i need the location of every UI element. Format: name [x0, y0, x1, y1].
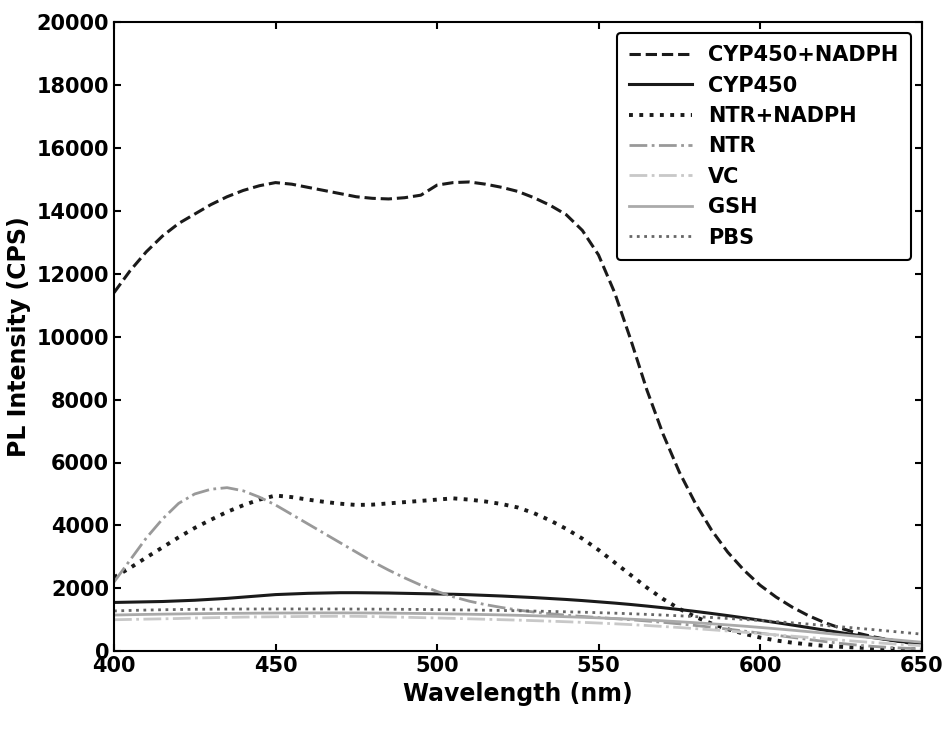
Line: CYP450+NADPH: CYP450+NADPH	[114, 182, 922, 645]
NTR	[916, 645, 927, 653]
CYP450+NADPH	[286, 180, 297, 189]
VC	[383, 613, 394, 622]
VC	[334, 612, 346, 621]
PBS	[657, 610, 669, 619]
Line: NTR: NTR	[114, 488, 922, 649]
Line: NTR+NADPH: NTR+NADPH	[114, 496, 922, 650]
CYP450	[916, 639, 927, 648]
CYP450	[706, 609, 717, 618]
NTR	[383, 565, 394, 574]
GSH	[286, 608, 297, 617]
NTR+NADPH	[900, 645, 911, 653]
PBS	[706, 613, 717, 622]
NTR+NADPH	[108, 573, 120, 582]
NTR	[706, 623, 717, 632]
GSH	[318, 608, 330, 617]
GSH	[367, 608, 378, 617]
CYP450	[108, 598, 120, 607]
GSH	[657, 616, 669, 625]
VC	[108, 616, 120, 625]
CYP450	[286, 590, 297, 599]
NTR	[367, 557, 378, 566]
PBS	[302, 605, 314, 613]
NTR	[900, 644, 911, 653]
CYP450	[900, 638, 911, 647]
PBS	[270, 605, 281, 613]
CYP450+NADPH	[108, 288, 120, 297]
CYP450	[367, 588, 378, 597]
VC	[286, 612, 297, 621]
Line: GSH: GSH	[114, 613, 922, 642]
Line: PBS: PBS	[114, 609, 922, 634]
Line: CYP450: CYP450	[114, 593, 922, 644]
VC	[657, 622, 669, 631]
NTR+NADPH	[916, 645, 927, 654]
PBS	[383, 605, 394, 613]
CYP450	[334, 588, 346, 597]
NTR+NADPH	[657, 594, 669, 603]
X-axis label: Wavelength (nm): Wavelength (nm)	[403, 682, 633, 706]
Legend: CYP450+NADPH, CYP450, NTR+NADPH, NTR, VC, GSH, PBS: CYP450+NADPH, CYP450, NTR+NADPH, NTR, VC…	[617, 33, 911, 260]
CYP450+NADPH	[464, 178, 475, 186]
CYP450+NADPH	[900, 638, 911, 647]
CYP450+NADPH	[706, 525, 717, 534]
CYP450+NADPH	[657, 430, 669, 439]
NTR	[657, 618, 669, 627]
VC	[367, 612, 378, 621]
NTR+NADPH	[367, 500, 378, 509]
Line: VC: VC	[114, 616, 922, 645]
GSH	[916, 638, 927, 647]
NTR+NADPH	[270, 491, 281, 500]
CYP450+NADPH	[351, 192, 362, 201]
GSH	[108, 610, 120, 619]
Y-axis label: PL Intensity (CPS): PL Intensity (CPS)	[7, 216, 31, 457]
GSH	[900, 636, 911, 645]
GSH	[383, 609, 394, 618]
NTR+NADPH	[706, 619, 717, 628]
PBS	[367, 605, 378, 613]
CYP450+NADPH	[367, 194, 378, 203]
CYP450	[383, 588, 394, 597]
NTR	[221, 483, 233, 492]
NTR	[302, 519, 314, 528]
CYP450	[657, 603, 669, 612]
CYP450+NADPH	[916, 640, 927, 649]
NTR+NADPH	[383, 499, 394, 508]
VC	[916, 641, 927, 650]
GSH	[706, 619, 717, 628]
PBS	[108, 607, 120, 616]
PBS	[916, 630, 927, 639]
NTR	[108, 577, 120, 586]
NTR+NADPH	[302, 495, 314, 504]
PBS	[900, 628, 911, 637]
VC	[706, 625, 717, 634]
VC	[900, 640, 911, 649]
